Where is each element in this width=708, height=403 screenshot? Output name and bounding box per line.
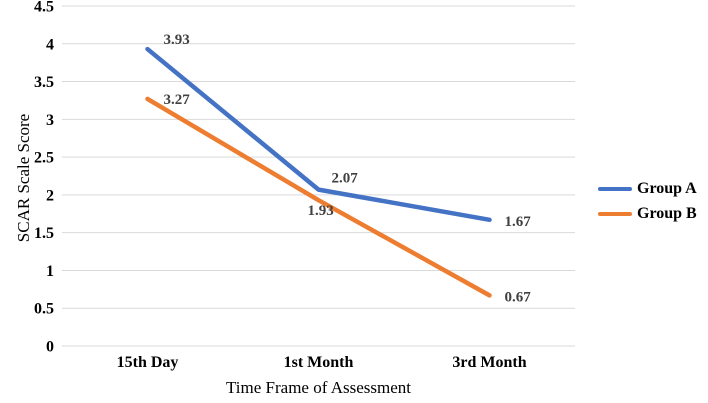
y-tick-label: 1	[46, 263, 54, 280]
y-tick-label: 2	[46, 187, 54, 204]
y-axis-title: SCAR Scale Score	[14, 113, 33, 243]
y-tick-label: 2.5	[34, 150, 54, 167]
series-line-group-a	[145, 46, 492, 223]
data-label: 3.27	[164, 92, 191, 108]
x-tick-label: 3rd Month	[452, 354, 526, 371]
x-axis-title: Time Frame of Assessment	[226, 378, 411, 397]
data-label: 0.67	[505, 289, 532, 305]
x-tick-label: 1st Month	[284, 354, 354, 371]
y-tick-label: 1.5	[34, 225, 54, 242]
group-b-line-swatch	[598, 212, 632, 216]
y-tick-label: 0	[46, 339, 54, 356]
y-tick-label: 3.5	[34, 74, 54, 91]
group-a-line-swatch	[598, 187, 632, 191]
data-label: 1.67	[505, 214, 532, 230]
series-line-group-b	[145, 96, 492, 298]
data-label: 3.93	[164, 32, 190, 48]
legend-label-group-a: Group A	[637, 180, 697, 197]
y-tick-label: 4	[46, 36, 54, 53]
y-tick-label: 4.5	[34, 0, 54, 16]
legend-label-group-b: Group B	[637, 205, 697, 222]
x-tick-label: 15th Day	[117, 354, 179, 371]
y-tick-label: 3	[46, 112, 54, 129]
y-tick-label: 0.5	[34, 301, 54, 318]
legend-item-group-a[interactable]: Group A	[598, 181, 697, 197]
data-label: 2.07	[332, 171, 359, 187]
data-label: 1.93	[308, 203, 334, 219]
legend-item-group-b[interactable]: Group B	[598, 206, 697, 222]
legend: Group A Group B	[598, 181, 697, 222]
